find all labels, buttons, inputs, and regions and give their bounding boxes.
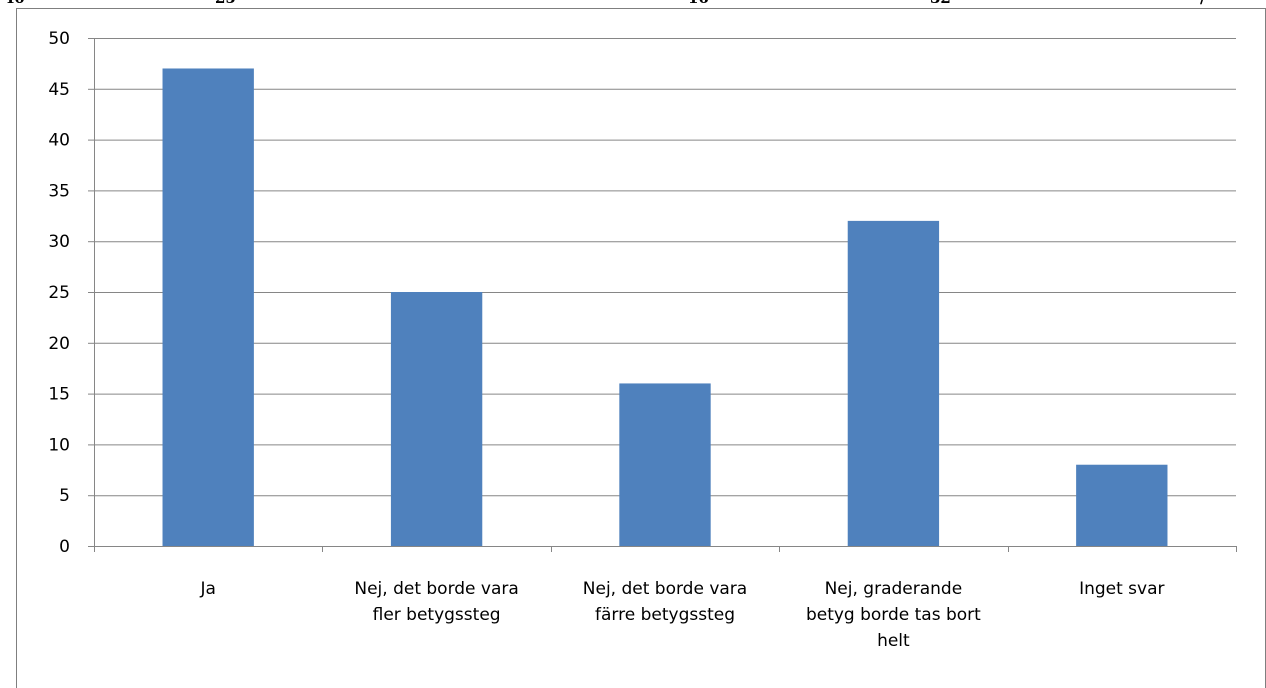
cropped-fragment: / [1200,0,1205,7]
cropped-fragment: 40 [4,0,25,7]
y-tick-label: 50 [48,29,70,49]
y-tick-label: 10 [48,435,70,455]
x-category-label: Nej, det borde vara fler betygssteg [354,579,518,625]
y-tick-label: 30 [48,232,70,252]
x-category-label-line: betyg borde tas bort [806,605,981,625]
bar [619,383,711,546]
x-category-label: Inget svar [1079,579,1164,599]
bar [390,292,483,546]
x-category-label-line: Nej, det borde vara [354,579,518,599]
y-tick-label: 0 [59,537,70,557]
bar [847,220,940,546]
y-tick-label: 40 [48,131,70,151]
bar [1076,464,1168,546]
x-category-label: Ja [199,579,215,599]
cropped-top-text: 40 25 16 32 / [0,0,1266,9]
y-tick-label: 15 [48,385,70,405]
bar [162,68,254,546]
x-category-label: Nej, graderande betyg borde tas bort helt [806,579,981,651]
cropped-fragment: 25 [215,0,236,7]
x-category-label: Nej, det borde vara färre betygssteg [583,579,747,625]
x-category-label-line: Inget svar [1079,579,1164,599]
x-category-label-line: fler betygssteg [373,605,501,625]
y-tick-label: 20 [48,334,70,354]
y-tick-label: 45 [48,80,70,100]
x-category-label-line: helt [877,631,910,651]
y-tick-label: 5 [59,486,70,506]
x-category-label-line: färre betygssteg [595,605,735,625]
y-tick-label: 35 [48,181,70,201]
cropped-fragment: 16 [688,0,709,7]
y-tick-label: 25 [48,283,70,303]
x-category-label-line: Ja [199,579,215,599]
x-category-label-line: Nej, graderande [825,579,963,599]
x-category-label-line: Nej, det borde vara [583,579,747,599]
cropped-fragment: 32 [930,0,951,7]
